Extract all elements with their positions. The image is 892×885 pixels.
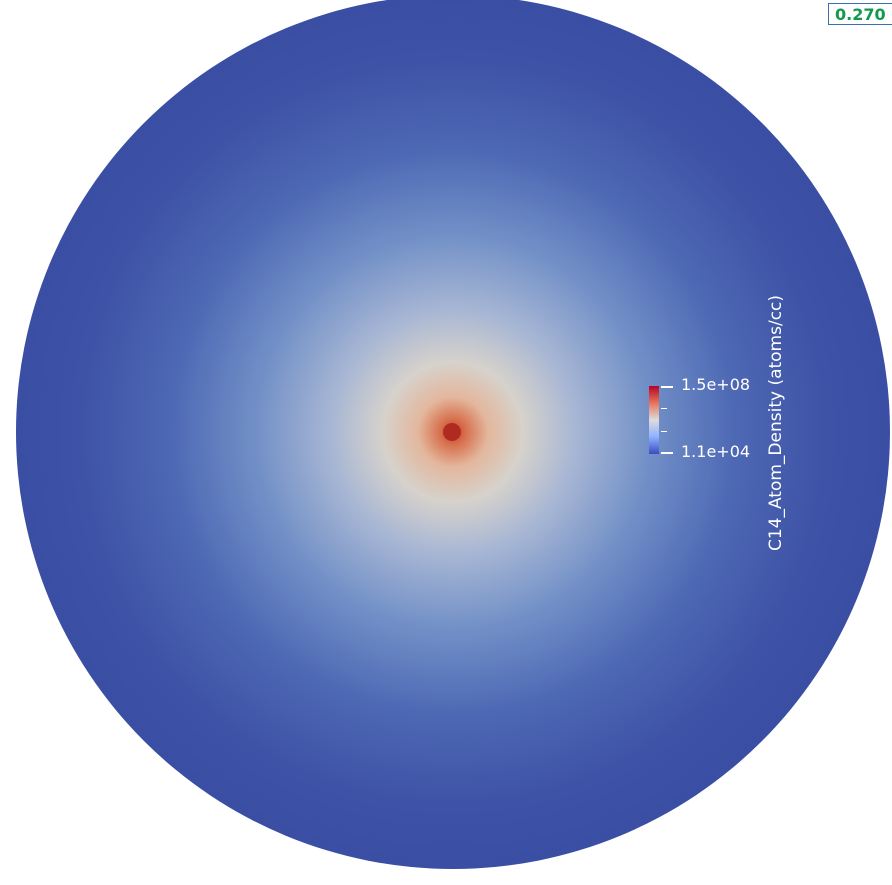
colorbar-tick-max — [661, 386, 673, 388]
colorbar-title-wrap: C14_Atom_Density (atoms/cc) — [765, 258, 787, 588]
colorbar-min-label: 1.1e+04 — [681, 442, 751, 461]
hotspot — [443, 423, 461, 441]
colorbar-tick — [661, 431, 667, 432]
colorbar-tick — [661, 408, 667, 409]
color-scale-bar — [649, 386, 659, 454]
colorbar-title: C14_Atom_Density (atoms/cc) — [766, 294, 786, 552]
time-value: 0.270 — [835, 5, 886, 24]
colorbar-tick-min — [661, 452, 673, 454]
time-annotation: 0.270 — [828, 3, 892, 25]
colorbar-max-label: 1.5e+08 — [681, 375, 751, 394]
